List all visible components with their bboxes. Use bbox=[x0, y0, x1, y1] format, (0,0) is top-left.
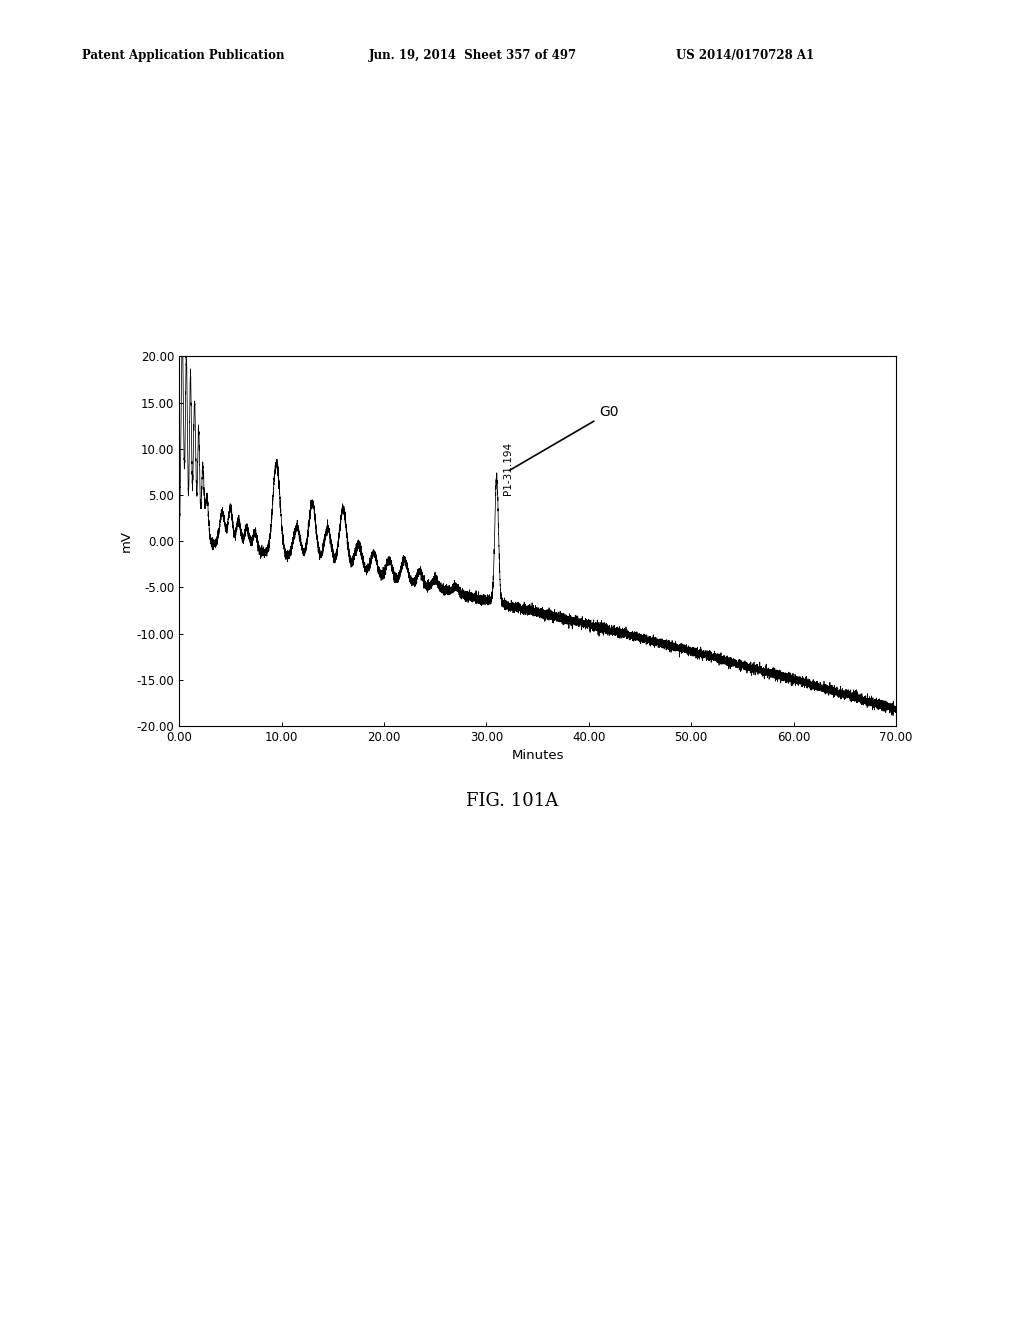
Text: Jun. 19, 2014  Sheet 357 of 497: Jun. 19, 2014 Sheet 357 of 497 bbox=[369, 49, 577, 62]
Text: P1-31.194: P1-31.194 bbox=[503, 442, 513, 495]
X-axis label: Minutes: Minutes bbox=[511, 750, 564, 763]
Text: Patent Application Publication: Patent Application Publication bbox=[82, 49, 285, 62]
Text: US 2014/0170728 A1: US 2014/0170728 A1 bbox=[676, 49, 814, 62]
Text: FIG. 101A: FIG. 101A bbox=[466, 792, 558, 810]
Text: G0: G0 bbox=[509, 405, 618, 470]
Y-axis label: mV: mV bbox=[120, 531, 132, 552]
